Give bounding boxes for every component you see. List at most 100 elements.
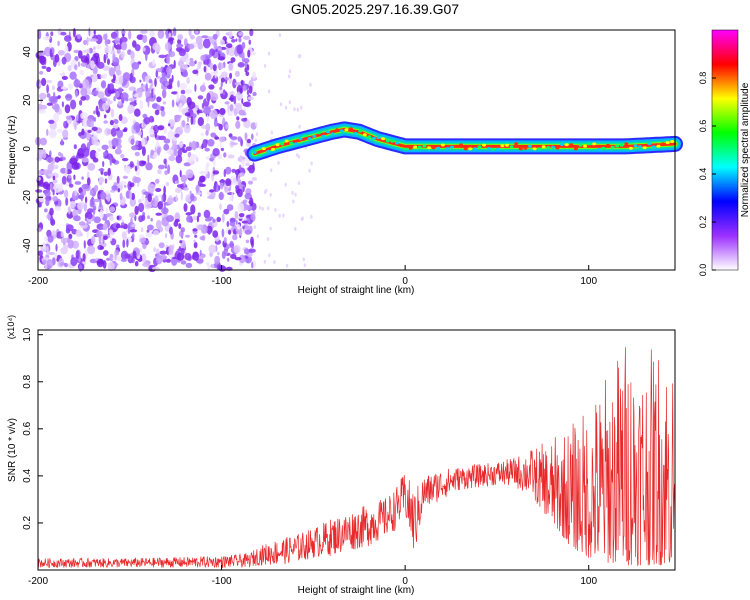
noise-speckle (52, 175, 56, 181)
noise-speckle (166, 66, 173, 75)
noise-speckle (121, 30, 126, 34)
ridge-speckle (459, 143, 464, 147)
noise-speckle (131, 62, 140, 70)
noise-speckle (167, 164, 171, 174)
noise-speckle (308, 168, 311, 173)
noise-speckle (212, 230, 219, 238)
noise-speckle (139, 79, 142, 83)
noise-speckle (159, 250, 168, 255)
noise-speckle (184, 252, 192, 261)
noise-speckle (113, 96, 116, 102)
noise-speckle (270, 168, 273, 173)
noise-speckle (92, 207, 96, 215)
noise-speckle (190, 204, 196, 215)
noise-speckle (114, 250, 117, 261)
noise-speckle (164, 170, 169, 176)
noise-speckle (139, 248, 143, 252)
noise-speckle (126, 238, 129, 248)
noise-speckle (248, 164, 255, 174)
noise-speckle (87, 177, 91, 186)
noise-speckle (57, 50, 65, 56)
noise-speckle (222, 90, 226, 96)
noise-speckle (64, 45, 69, 54)
noise-speckle (201, 224, 208, 235)
noise-speckle (52, 196, 58, 202)
noise-speckle (87, 208, 94, 214)
noise-speckle (146, 229, 150, 233)
noise-speckle (151, 88, 154, 98)
noise-speckle (212, 159, 216, 167)
noise-speckle (120, 51, 125, 58)
noise-speckle (160, 109, 166, 117)
ridge-speckle (376, 136, 381, 140)
noise-speckle (82, 253, 86, 262)
noise-speckle (247, 96, 254, 101)
noise-speckle (89, 149, 97, 160)
colorbar-tick-label: 0.0 (698, 264, 708, 277)
noise-speckle (226, 47, 229, 56)
noise-speckle (122, 239, 126, 248)
noise-speckle (99, 209, 104, 220)
noise-speckle (140, 227, 144, 233)
noise-speckle (42, 169, 50, 176)
ridge-speckle (628, 146, 633, 150)
ridge-speckle (610, 145, 615, 149)
noise-speckle (97, 190, 102, 201)
noise-speckle (212, 218, 216, 223)
noise-speckle (183, 203, 188, 212)
noise-speckle (47, 235, 54, 243)
noise-speckle (68, 174, 72, 179)
noise-speckle (154, 109, 160, 116)
ridge-speckle (651, 145, 656, 149)
noise-speckle (135, 124, 141, 133)
noise-speckle (179, 240, 183, 244)
noise-speckle (108, 67, 115, 77)
noise-speckle (79, 69, 85, 76)
noise-speckle (80, 112, 88, 120)
noise-speckle (228, 30, 233, 39)
noise-speckle (176, 43, 184, 48)
noise-speckle (129, 86, 134, 91)
snr-y-unit: (x10⁴) (6, 315, 16, 339)
noise-speckle (40, 55, 46, 66)
noise-speckle (130, 217, 133, 226)
noise-speckle (111, 137, 119, 147)
ridge-speckle (431, 146, 436, 150)
noise-speckle (223, 236, 227, 244)
noise-speckle (163, 158, 167, 165)
noise-speckle (86, 221, 92, 224)
noise-speckle (190, 116, 194, 125)
noise-speckle (181, 64, 188, 70)
noise-speckle (195, 184, 200, 194)
noise-speckle (60, 31, 67, 36)
noise-speckle (227, 46, 236, 57)
noise-speckle (296, 107, 300, 112)
noise-speckle (189, 190, 192, 195)
noise-speckle (198, 175, 206, 183)
ridge-speckle (353, 131, 358, 135)
noise-speckle (130, 50, 135, 60)
noise-speckle (212, 148, 220, 157)
noise-speckle (131, 233, 135, 239)
noise-speckle (46, 66, 52, 72)
noise-speckle (87, 245, 96, 255)
noise-speckle (229, 72, 233, 79)
noise-speckle (284, 182, 287, 187)
noise-speckle (78, 50, 83, 59)
noise-speckle (244, 248, 250, 255)
noise-speckle (179, 169, 182, 178)
noise-speckle (158, 242, 165, 249)
noise-speckle (177, 34, 183, 41)
spectrogram-x-label: Height of straight line (km) (298, 285, 415, 296)
noise-speckle (152, 42, 160, 51)
noise-speckle (180, 89, 186, 95)
noise-speckle (101, 144, 109, 150)
noise-speckle (142, 262, 150, 268)
noise-speckle (129, 229, 138, 233)
noise-speckle (133, 91, 136, 95)
noise-speckle (72, 28, 76, 38)
noise-speckle (129, 76, 136, 84)
noise-speckle (202, 38, 211, 49)
noise-speckle (192, 251, 200, 261)
noise-speckle (74, 64, 78, 71)
